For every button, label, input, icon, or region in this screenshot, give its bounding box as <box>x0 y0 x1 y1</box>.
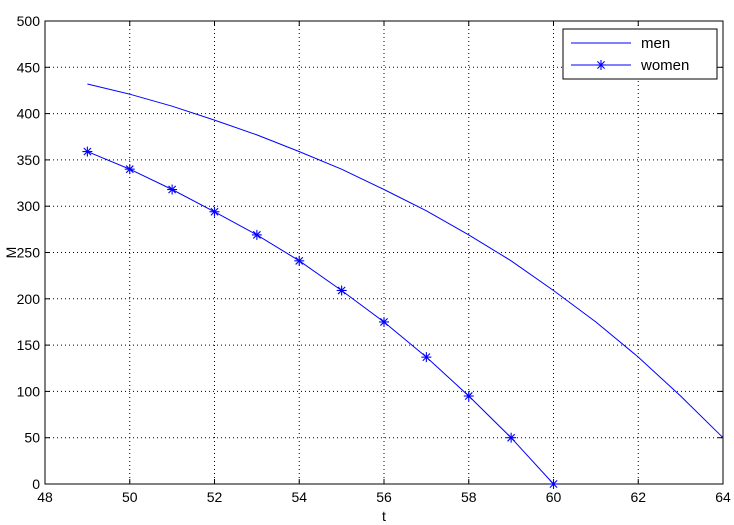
marker-stroke <box>252 230 261 239</box>
series-layer <box>82 83 724 489</box>
y-tick-label: 300 <box>17 198 41 214</box>
marker-stroke <box>507 433 516 442</box>
x-tick-label: 50 <box>122 489 138 505</box>
series-0 <box>87 83 724 439</box>
data-point-marker <box>379 316 389 327</box>
marker-stroke <box>168 185 177 194</box>
legend-label: women <box>640 57 689 74</box>
y-tick-label: 50 <box>24 430 40 446</box>
y-axis-label: M <box>3 247 19 259</box>
y-tick-label: 350 <box>17 152 41 168</box>
marker-stroke <box>295 256 304 265</box>
data-point-marker <box>251 229 262 240</box>
y-tick-label: 100 <box>17 383 41 399</box>
x-tick-label: 62 <box>630 489 646 505</box>
data-point-marker <box>294 255 305 266</box>
y-tick-label: 150 <box>17 337 41 353</box>
x-tick-label: 48 <box>37 489 53 505</box>
marker-stroke <box>464 392 473 401</box>
data-point-marker <box>82 146 93 157</box>
marker-stroke <box>597 61 605 69</box>
grid <box>45 21 723 484</box>
data-point-marker <box>167 184 178 195</box>
legend-swatch-marker <box>596 60 606 70</box>
x-tick-label: 56 <box>376 489 392 505</box>
ticks: 48 50 52 54 56 58 60 62 64 0 50 100 150 200 250 300 350 4… <box>17 13 731 505</box>
marker-stroke <box>422 353 431 362</box>
series-line <box>87 151 554 485</box>
legend: men women <box>562 28 718 80</box>
data-point-marker <box>463 391 474 402</box>
y-tick-label: 200 <box>17 291 41 307</box>
marker-stroke <box>380 317 388 326</box>
marker-stroke <box>83 147 92 156</box>
y-tick-label: 400 <box>17 106 41 122</box>
x-tick-label: 52 <box>207 489 223 505</box>
marker-stroke <box>210 207 219 216</box>
marker-stroke <box>337 286 346 295</box>
y-tick-label: 0 <box>32 476 40 492</box>
legend-label: men <box>641 35 670 52</box>
x-tick-label: 54 <box>291 489 307 505</box>
x-axis-label: t <box>382 508 386 524</box>
legend-box <box>562 28 718 80</box>
y-tick-label: 450 <box>17 59 41 75</box>
data-point-marker <box>548 479 559 489</box>
x-tick-label: 64 <box>715 489 731 505</box>
data-point-marker <box>506 432 517 443</box>
x-tick-label: 60 <box>546 489 562 505</box>
x-tick-label: 58 <box>461 489 477 505</box>
series-1 <box>82 146 559 489</box>
marker-stroke <box>549 480 558 488</box>
y-tick-label: 500 <box>17 13 41 29</box>
data-point-marker <box>124 164 135 175</box>
series-line <box>87 83 724 439</box>
data-point-marker <box>209 206 220 217</box>
y-tick-label: 250 <box>17 245 41 261</box>
data-point-marker <box>421 352 432 363</box>
data-point-marker <box>336 285 347 296</box>
marker-stroke <box>125 165 134 174</box>
